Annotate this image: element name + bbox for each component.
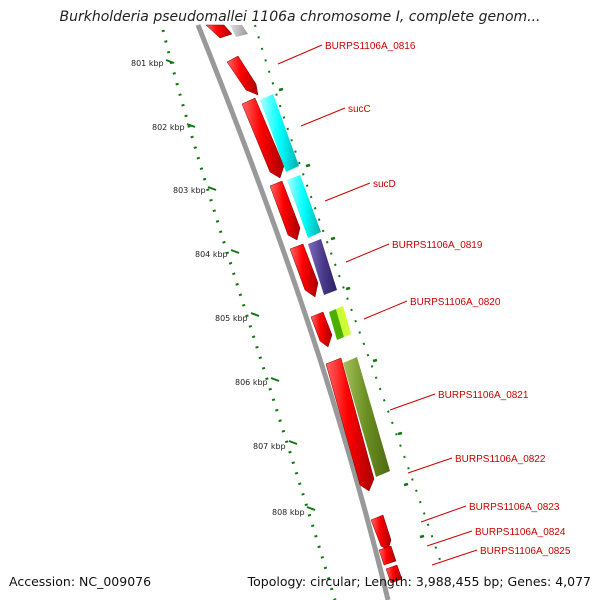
major-tick — [186, 123, 196, 128]
gene-labels: BURPS1106A_0816 sucC sucD BURPS1106A_081… — [325, 41, 571, 557]
outer-ring-ticks — [278, 87, 425, 539]
gene-label-sucd[interactable]: sucD — [373, 179, 396, 190]
kbp-label: 802 kbp — [152, 123, 185, 132]
genome-backbone — [195, 24, 391, 600]
kbp-label: 804 kbp — [195, 250, 228, 259]
gene-label-0825[interactable]: BURPS1106A_0825 — [480, 546, 571, 557]
gene-label-0824[interactable]: BURPS1106A_0824 — [475, 527, 566, 538]
major-tick — [306, 506, 316, 511]
gene-cog-0820-green — [329, 309, 344, 340]
kbp-label: 806 kbp — [235, 378, 268, 387]
gene-arrow-0822 — [325, 357, 375, 492]
major-tick — [230, 249, 240, 254]
gene-arrow-0823 — [370, 514, 392, 551]
kbp-ruler: 801 kbp 802 kbp 803 kbp 804 kbp 805 kbp … — [131, 29, 337, 600]
major-tick — [270, 377, 280, 382]
gene-arrow-succ — [241, 97, 285, 179]
kbp-label: 805 kbp — [215, 314, 248, 323]
gene-arrow-sucd — [269, 180, 301, 241]
major-tick — [165, 59, 175, 64]
gene-label-0822[interactable]: BURPS1106A_0822 — [455, 454, 546, 465]
kbp-label: 803 kbp — [173, 186, 206, 195]
gene-label-0819[interactable]: BURPS1106A_0819 — [392, 240, 483, 251]
major-tick — [288, 440, 298, 445]
kbp-label: 807 kbp — [253, 442, 286, 451]
gene-arrow-0816 — [226, 55, 259, 96]
label-connectors — [277, 44, 478, 566]
gene-cog-sucd — [287, 175, 321, 238]
gene-label-succ[interactable]: sucC — [348, 104, 371, 115]
genome-summary-text: Topology: circular; Length: 3,988,455 bp… — [247, 574, 591, 589]
gene-label-0823[interactable]: BURPS1106A_0823 — [469, 502, 560, 513]
accession-text: Accession: NC_009076 — [9, 574, 152, 589]
gene-arrow-0820 — [310, 311, 333, 348]
gene-label-0816[interactable]: BURPS1106A_0816 — [325, 41, 416, 52]
kbp-label: 801 kbp — [131, 59, 164, 68]
gene-arrow-0825 — [385, 564, 403, 584]
major-tick — [207, 186, 217, 191]
gene-arrow-0824 — [378, 545, 397, 566]
gene-cog-0820-yellow — [336, 306, 351, 337]
gene-cog-succ — [260, 94, 299, 172]
gene-arrow-0819 — [289, 243, 319, 298]
gene-label-0821[interactable]: BURPS1106A_0821 — [438, 390, 529, 401]
gene-partial-top — [205, 24, 233, 39]
gene-label-0820[interactable]: BURPS1106A_0820 — [410, 297, 501, 308]
gene-partial-top-gray — [230, 25, 248, 37]
gene-cog-0819 — [308, 239, 337, 295]
gene-cog-0821 — [343, 357, 390, 477]
map-title: Burkholderia pseudomallei 1106a chromoso… — [59, 9, 541, 25]
kbp-label: 808 kbp — [272, 508, 305, 517]
gene-features — [205, 24, 403, 584]
major-tick — [250, 312, 260, 317]
